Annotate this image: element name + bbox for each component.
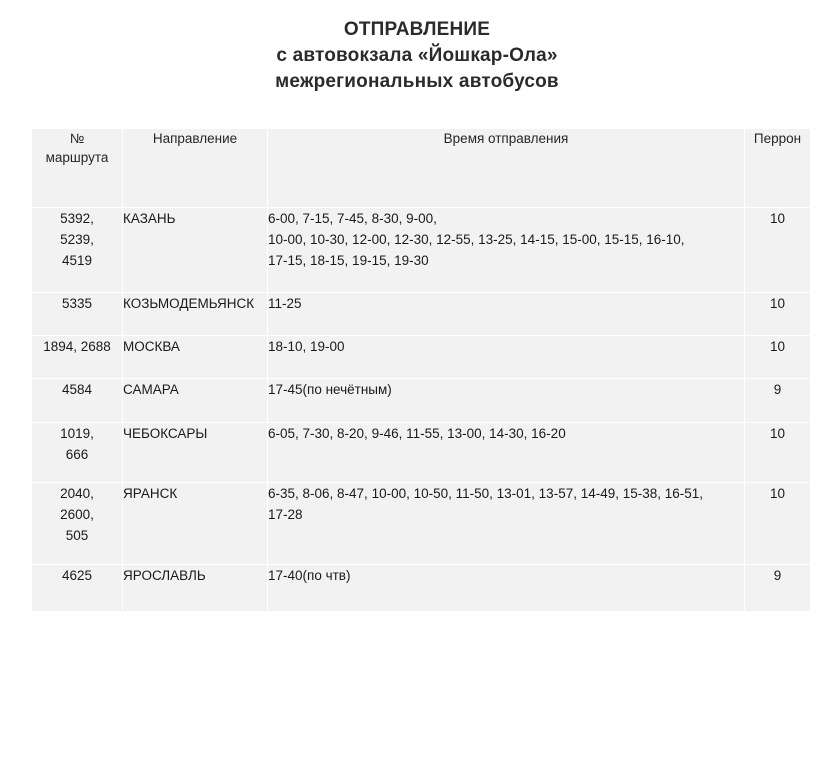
table-row: 5392, 5239, 4519 КАЗАНЬ 6-00, 7-15, 7-45… bbox=[32, 208, 810, 292]
cell-route: 4625 bbox=[32, 565, 122, 611]
cell-route: 5335 bbox=[32, 293, 122, 335]
table-row: 2040, 2600, 505 ЯРАНСК 6-35, 8-06, 8-47,… bbox=[32, 483, 810, 564]
page-title-line-3: межрегиональных автобусов bbox=[275, 71, 559, 92]
schedule-table-body: 5392, 5239, 4519 КАЗАНЬ 6-00, 7-15, 7-45… bbox=[32, 208, 810, 611]
cell-direction: САМАРА bbox=[123, 379, 267, 422]
column-header-direction: Направление bbox=[123, 129, 267, 207]
table-row: 1019, 666 ЧЕБОКСАРЫ 6-05, 7-30, 8-20, 9-… bbox=[32, 423, 810, 482]
table-row: 5335 КОЗЬМОДЕМЬЯНСК 11-25 10 bbox=[32, 293, 810, 335]
cell-platform: 10 bbox=[745, 423, 810, 482]
cell-route: 1019, 666 bbox=[32, 423, 122, 482]
cell-departure-times: 17-45(по нечётным) bbox=[268, 379, 744, 422]
page-title: ОТПРАВЛЕНИЕ с автовокзала «Йошкар-Ола» м… bbox=[0, 0, 834, 95]
cell-platform: 9 bbox=[745, 379, 810, 422]
table-row: 4625 ЯРОСЛАВЛЬ 17-40(по чтв) 9 bbox=[32, 565, 810, 611]
cell-route: 1894, 2688 bbox=[32, 336, 122, 378]
cell-route: 2040, 2600, 505 bbox=[32, 483, 122, 564]
schedule-table-container: № маршрута Направление Время отправления… bbox=[31, 128, 811, 612]
cell-platform: 10 bbox=[745, 336, 810, 378]
cell-route: 4584 bbox=[32, 379, 122, 422]
cell-departure-times: 18-10, 19-00 bbox=[268, 336, 744, 378]
cell-direction: КОЗЬМОДЕМЬЯНСК bbox=[123, 293, 267, 335]
table-header-row: № маршрута Направление Время отправления… bbox=[32, 129, 810, 207]
cell-direction: ЯРОСЛАВЛЬ bbox=[123, 565, 267, 611]
table-row: 4584 САМАРА 17-45(по нечётным) 9 bbox=[32, 379, 810, 422]
cell-departure-times: 6-05, 7-30, 8-20, 9-46, 11-55, 13-00, 14… bbox=[268, 423, 744, 482]
cell-departure-times: 6-00, 7-15, 7-45, 8-30, 9-00, 10-00, 10-… bbox=[268, 208, 744, 292]
cell-platform: 9 bbox=[745, 565, 810, 611]
cell-direction: МОСКВА bbox=[123, 336, 267, 378]
cell-platform: 10 bbox=[745, 208, 810, 292]
column-header-platform: Перрон bbox=[745, 129, 810, 207]
column-header-departure-time: Время отправления bbox=[268, 129, 744, 207]
table-row: 1894, 2688 МОСКВА 18-10, 19-00 10 bbox=[32, 336, 810, 378]
cell-departure-times: 17-40(по чтв) bbox=[268, 565, 744, 611]
cell-departure-times: 11-25 bbox=[268, 293, 744, 335]
page-title-line-1: ОТПРАВЛЕНИЕ bbox=[343, 19, 491, 40]
cell-platform: 10 bbox=[745, 483, 810, 564]
schedule-table-header: № маршрута Направление Время отправления… bbox=[32, 129, 810, 207]
cell-route: 5392, 5239, 4519 bbox=[32, 208, 122, 292]
page-title-line-2: с автовокзала «Йошкар-Ола» bbox=[276, 45, 558, 66]
column-header-route: № маршрута bbox=[32, 129, 122, 207]
cell-direction: ЯРАНСК bbox=[123, 483, 267, 564]
cell-departure-times: 6-35, 8-06, 8-47, 10-00, 10-50, 11-50, 1… bbox=[268, 483, 744, 564]
cell-direction: КАЗАНЬ bbox=[123, 208, 267, 292]
cell-platform: 10 bbox=[745, 293, 810, 335]
schedule-table: № маршрута Направление Время отправления… bbox=[31, 128, 811, 612]
cell-direction: ЧЕБОКСАРЫ bbox=[123, 423, 267, 482]
